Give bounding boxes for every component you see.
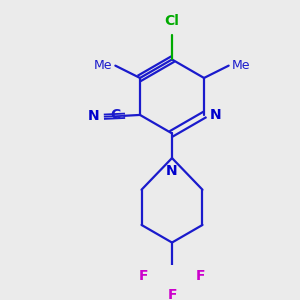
Text: N: N [88,109,100,123]
Text: N: N [166,164,178,178]
Text: F: F [195,269,205,283]
Text: Cl: Cl [165,14,179,28]
Text: Me: Me [93,59,112,72]
Text: C: C [110,108,121,122]
Text: Me: Me [232,59,251,72]
Text: F: F [139,269,148,283]
Text: F: F [167,288,177,300]
Text: N: N [210,108,222,122]
